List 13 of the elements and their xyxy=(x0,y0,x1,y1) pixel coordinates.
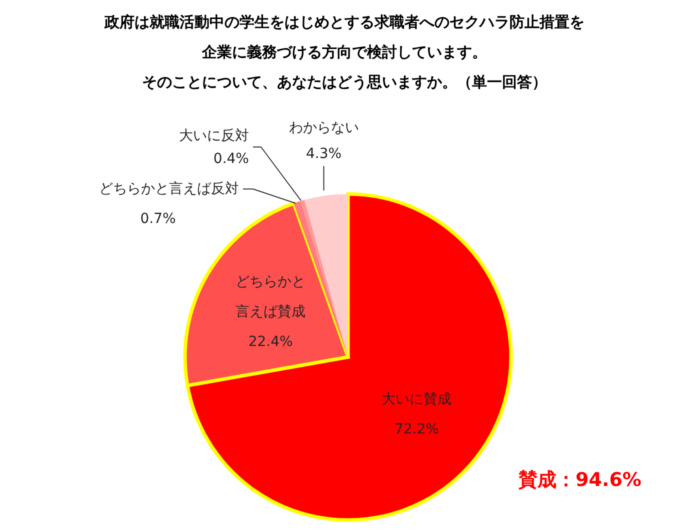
slice-label: 大いに反対 xyxy=(179,128,249,144)
data-label: 4.3% xyxy=(306,146,342,162)
text: 賛成：94.6% xyxy=(518,469,642,491)
chart-title: 政府は就職活動中の学生をはじめとする求職者へのセクハラ防止措置を企業に義務づける方向で検討しています。 xyxy=(104,13,584,61)
data-label: 0.4% xyxy=(213,151,249,167)
chart-subtitle: そのことについて、あなたはどう思いますか。（単一回答） xyxy=(142,73,547,91)
slice-label: どちらかと言えば賛成 xyxy=(236,274,306,320)
slice-label: 大いに賛成 xyxy=(382,392,452,408)
slice-label: わからない xyxy=(288,120,359,136)
data-label: 22.4% xyxy=(248,334,293,350)
data-label: 0.7% xyxy=(140,211,176,227)
slice-label: どちらかと言えば反対 xyxy=(99,181,239,197)
data-label: 72.2% xyxy=(394,422,439,438)
